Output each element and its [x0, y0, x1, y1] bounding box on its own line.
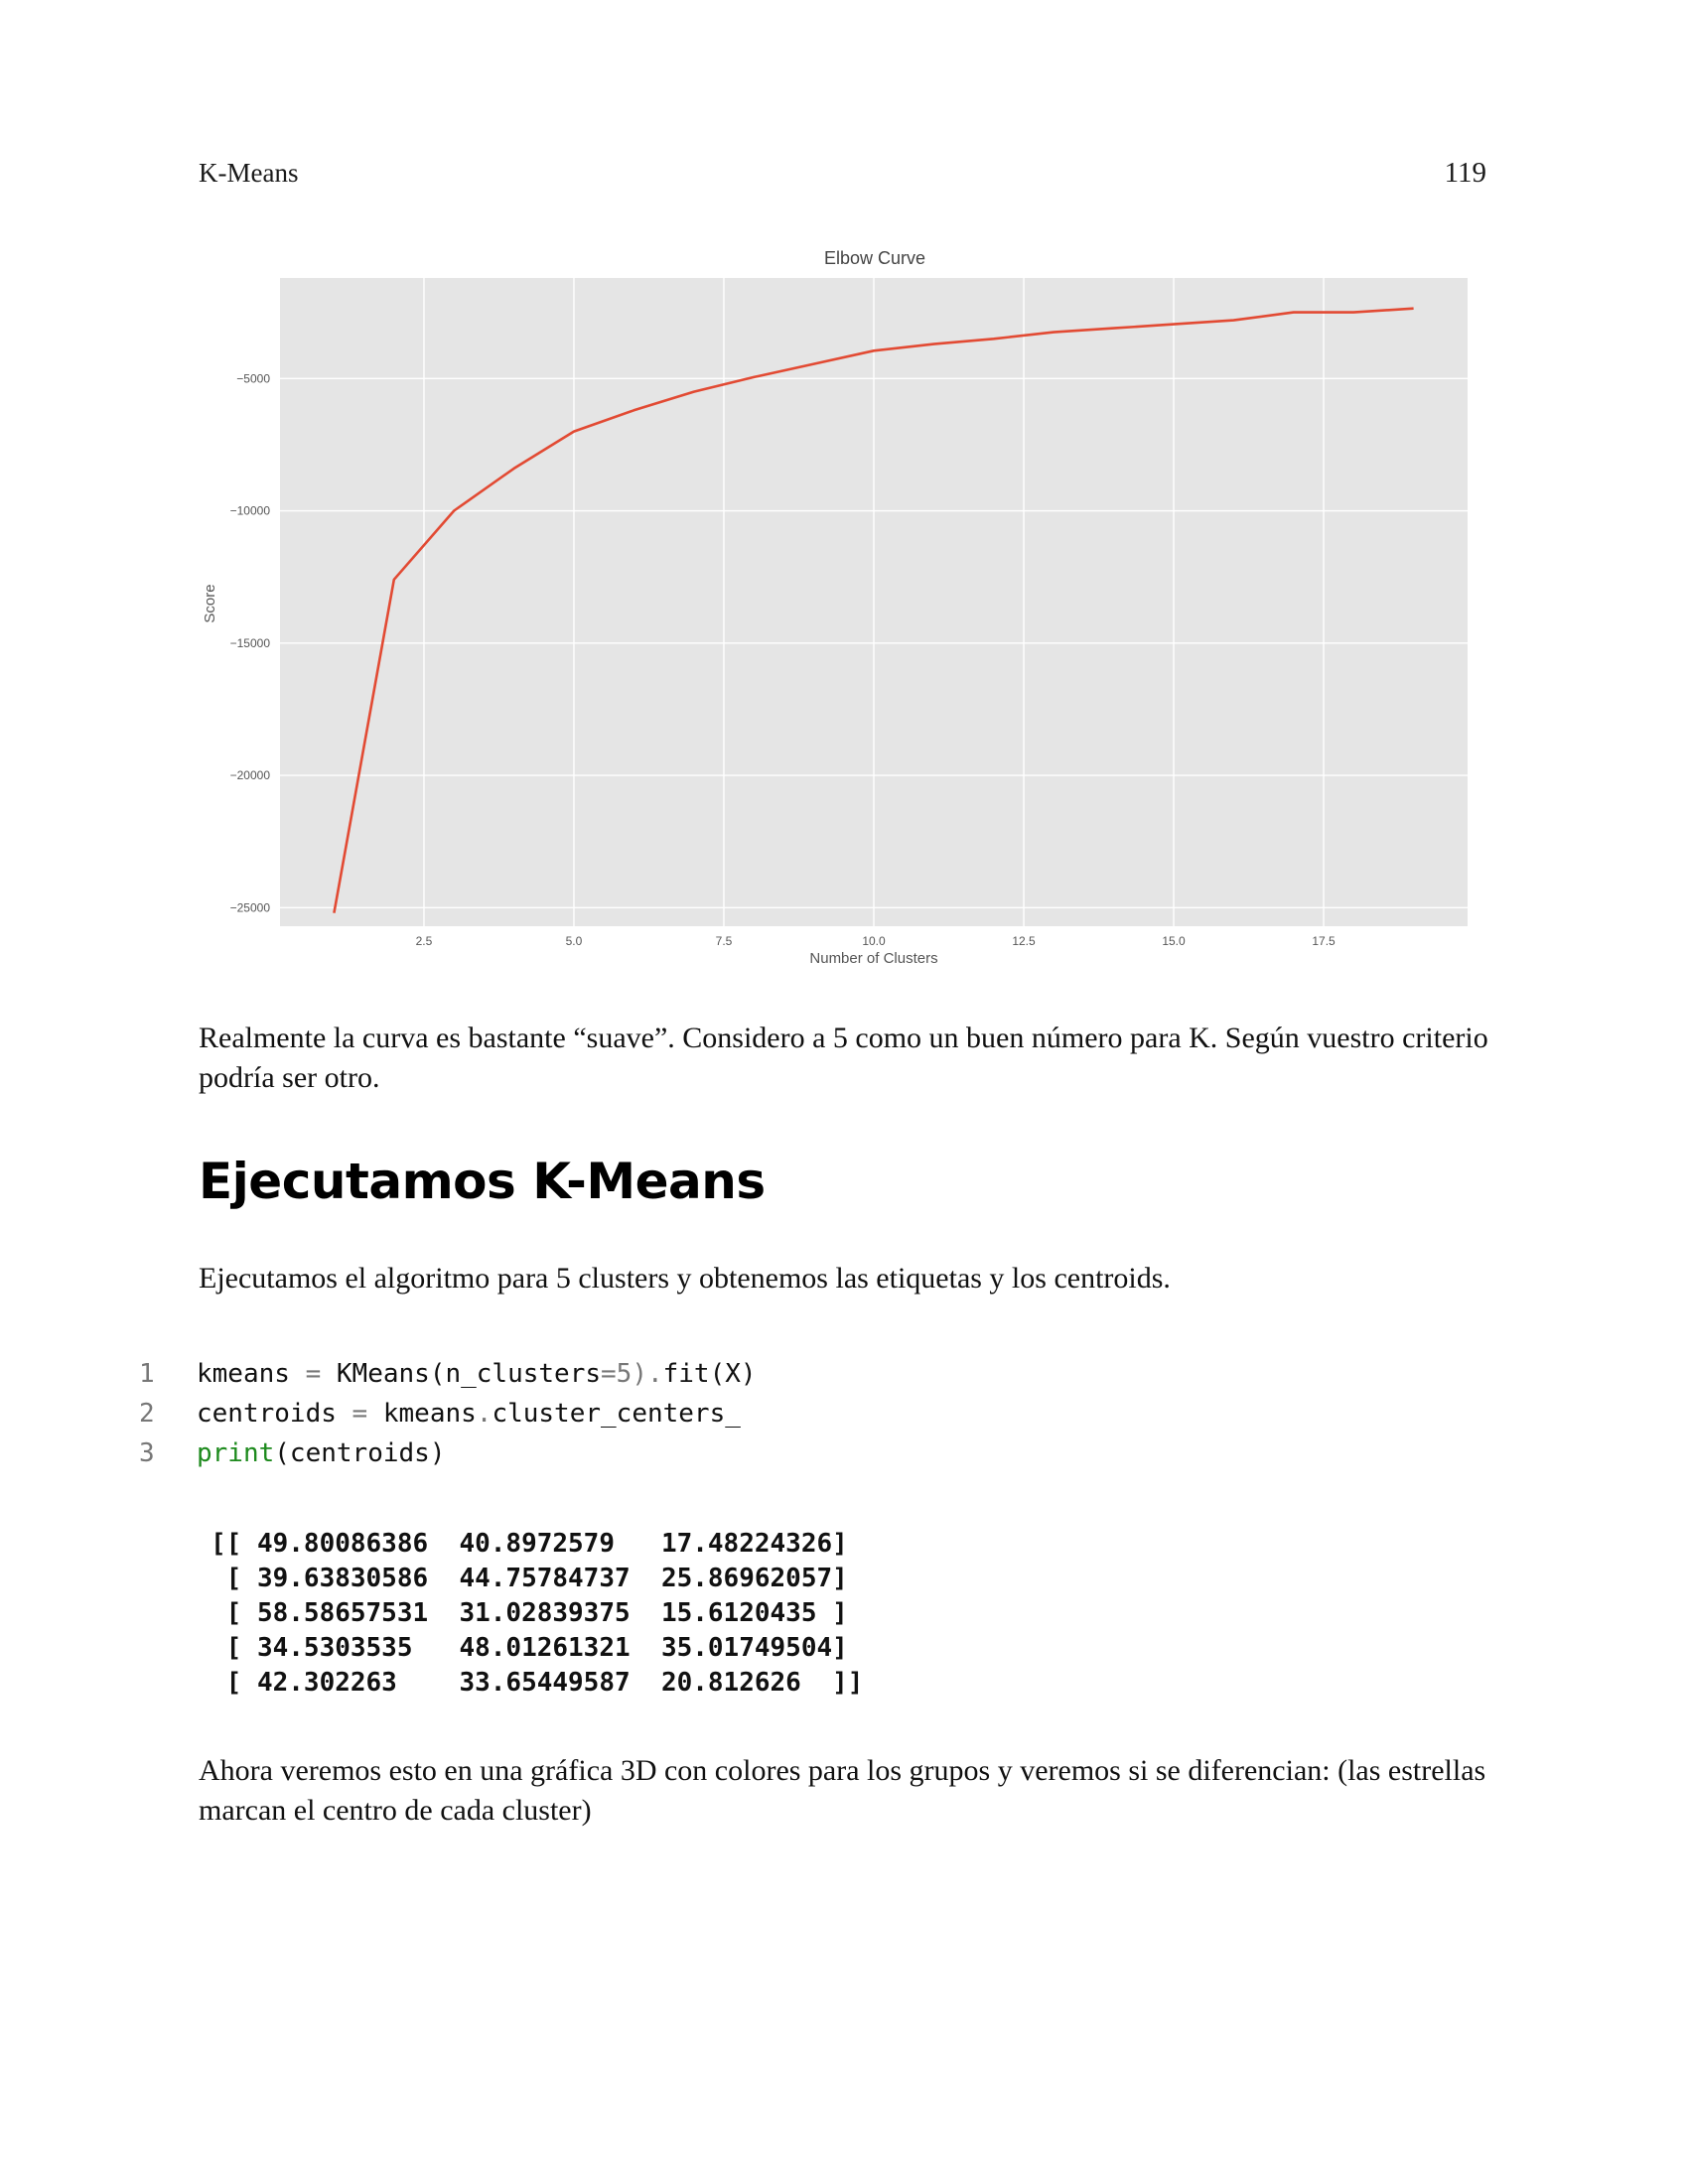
code-text: centroids = kmeans.cluster_centers_ — [197, 1399, 741, 1429]
elbow-curve-chart: Elbow Curve 2.5 5.0 7.5 10.0 12.5 15.0 17.5 −50… — [195, 242, 1485, 977]
code-line: 3 print(centroids) — [139, 1433, 757, 1473]
page-number: 119 — [1444, 157, 1486, 189]
section-title: Ejecutamos K-Means — [199, 1153, 766, 1210]
x-tick-label: 10.0 — [862, 934, 886, 948]
paragraph-3d-plot-intro: Ahora veremos esto en una gráfica 3D con… — [199, 1754, 1486, 1827]
output-line: [ 42.302263 33.65449587 20.812626 ]] — [211, 1668, 864, 1698]
x-tick-label: 12.5 — [1012, 934, 1036, 948]
paragraph-curve-comment: Realmente la curva es bastante “suave”. … — [199, 1022, 1488, 1094]
y-tick-label: −15000 — [230, 636, 271, 650]
output-line: [ 34.5303535 48.01261321 35.01749504] — [211, 1633, 848, 1663]
output-line: [[ 49.80086386 40.8972579 17.48224326] — [211, 1529, 848, 1559]
centroids-output: [[ 49.80086386 40.8972579 17.48224326] [… — [211, 1527, 863, 1701]
line-number: 2 — [139, 1399, 155, 1429]
grid-lines — [280, 278, 1468, 926]
chart-title: Elbow Curve — [824, 248, 925, 268]
tick-labels: 2.5 5.0 7.5 10.0 12.5 15.0 17.5 −5000 −10000 −150… — [230, 371, 1336, 948]
y-tick-label: −10000 — [230, 504, 271, 518]
x-tick-label: 7.5 — [716, 934, 733, 948]
y-axis-label: Score — [202, 584, 218, 622]
score-series-line — [333, 307, 1414, 913]
line-number: 3 — [139, 1438, 155, 1468]
output-line: [ 39.63830586 44.75784737 25.86962057] — [211, 1564, 848, 1593]
y-tick-label: −25000 — [230, 900, 271, 914]
code-line: 1 kmeans = KMeans(n_clusters=5).fit(X) — [139, 1354, 757, 1394]
code-line: 2 centroids = kmeans.cluster_centers_ — [139, 1394, 757, 1433]
series-layer — [333, 307, 1414, 913]
x-tick-label: 15.0 — [1162, 934, 1186, 948]
x-tick-label: 2.5 — [416, 934, 433, 948]
elbow-curve-svg: Elbow Curve 2.5 5.0 7.5 10.0 12.5 15.0 17.5 −50… — [202, 248, 1468, 967]
line-number: 1 — [139, 1359, 155, 1389]
running-header-section: K-Means — [199, 158, 299, 188]
x-tick-label: 5.0 — [566, 934, 583, 948]
code-listing: 1 kmeans = KMeans(n_clusters=5).fit(X) 2… — [139, 1354, 757, 1473]
code-text: kmeans = KMeans(n_clusters=5).fit(X) — [197, 1359, 757, 1389]
y-tick-label: −5000 — [236, 371, 270, 385]
x-axis-label: Number of Clusters — [809, 950, 937, 967]
output-line: [ 58.58657531 31.02839375 15.6120435 ] — [211, 1598, 848, 1628]
y-tick-label: −20000 — [230, 768, 271, 782]
code-text: print(centroids) — [197, 1438, 446, 1468]
x-tick-label: 17.5 — [1312, 934, 1336, 948]
paragraph-run-algorithm: Ejecutamos el algoritmo para 5 clusters … — [199, 1262, 1171, 1295]
running-header: K-Means 119 — [199, 157, 1486, 193]
